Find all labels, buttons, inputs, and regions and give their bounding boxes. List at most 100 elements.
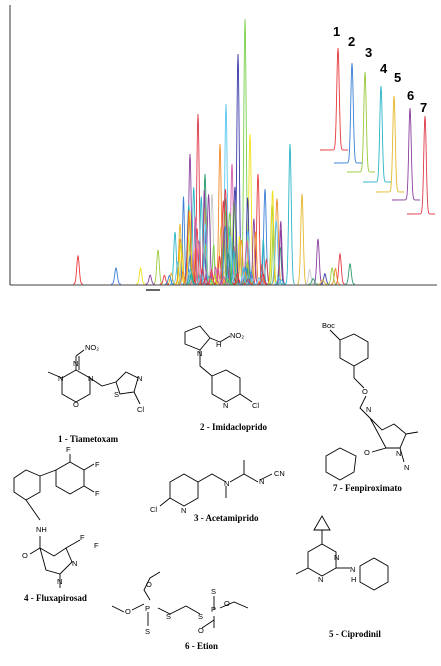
atom-s: S <box>145 627 150 636</box>
compound-label-7: 7 - Fenpiroximato <box>333 483 402 493</box>
atom-f: F <box>94 541 99 550</box>
atom-o: O <box>364 448 370 457</box>
peak <box>229 250 239 285</box>
atom-cl: Cl <box>137 405 144 414</box>
peak <box>111 266 121 285</box>
atom-f: F <box>66 445 71 454</box>
peak <box>327 266 337 285</box>
compound-label-3: 3 - Acetamiprido <box>194 513 259 523</box>
peak <box>276 279 286 285</box>
peak <box>164 274 174 285</box>
peak <box>238 266 248 285</box>
atom-s: S <box>198 612 203 621</box>
peak <box>318 279 328 285</box>
atom-n: N <box>334 553 339 562</box>
atom-p: P <box>211 605 216 614</box>
peak <box>185 268 195 285</box>
stack-peak-6 <box>391 107 421 201</box>
atom-s: S <box>211 587 216 596</box>
peak <box>296 193 308 285</box>
chromatogram-peaks <box>73 18 355 285</box>
peak <box>153 249 163 285</box>
structure-ciprodinil: N N N H 5 - Ciprodinil <box>295 515 389 639</box>
peak <box>254 277 264 285</box>
peak <box>331 267 340 285</box>
atom-nh: H <box>216 340 221 349</box>
peak-label-2: 2 <box>348 34 355 49</box>
peak <box>73 254 83 285</box>
stack-peak-7 <box>406 115 436 215</box>
atom-p: P <box>145 604 150 613</box>
atom-cn: CN <box>274 469 285 478</box>
atom-n: N <box>224 479 229 488</box>
compound-label-4: 4 - Fluxapirosad <box>24 593 87 603</box>
peak-label-1: 1 <box>333 24 340 39</box>
atom-h: H <box>351 575 356 584</box>
atom-n: N <box>404 463 409 472</box>
structure-acetamiprido: Cl N N N CN 3 - Acetamiprido <box>150 460 285 523</box>
peak <box>207 268 216 285</box>
atom-n: N <box>73 359 78 368</box>
atom-nh: NH <box>36 525 47 534</box>
peak <box>284 143 296 285</box>
structure-panel: NO₂ N N N O S N Cl 1 - Tiametoxam N H NO… <box>13 321 419 651</box>
chromatogram: 1 2 3 4 5 6 7 <box>9 5 437 291</box>
peak <box>175 242 186 285</box>
structure-fenpiroximato: Boc O N O N N 7 - Fenpiroximato <box>322 321 419 493</box>
atom-o: O <box>125 607 131 616</box>
atom-o: O <box>146 580 152 589</box>
stack-peak-1 <box>319 47 349 151</box>
peak <box>267 190 278 285</box>
peak <box>345 262 355 285</box>
chromatogram-axes <box>9 5 437 291</box>
peak <box>184 271 193 285</box>
atom-n: N <box>181 506 186 515</box>
atom-n: N <box>58 374 63 383</box>
peak-label-7: 7 <box>420 100 427 115</box>
atom-n: N <box>72 559 77 568</box>
peak <box>242 260 253 285</box>
structure-fluxapirosad: F F F NH O F F N N 4 - Fluxapirosad <box>13 445 100 603</box>
peak <box>223 278 233 285</box>
atom-n: N <box>396 449 401 458</box>
atom-s: S <box>114 390 119 399</box>
peak <box>241 265 251 285</box>
peak <box>136 267 146 285</box>
stack-peak-5 <box>375 95 405 193</box>
peak <box>209 275 219 285</box>
atom-s: S <box>166 612 171 621</box>
peak-label-3: 3 <box>365 45 372 60</box>
atom-cl: Cl <box>252 401 259 410</box>
atom-o: O <box>22 551 28 560</box>
peak-label-4: 4 <box>380 61 388 76</box>
stack-peak-3 <box>346 71 376 173</box>
atom-n: N <box>259 477 264 486</box>
atom-n: N <box>197 349 202 358</box>
atom-n: N <box>88 374 93 383</box>
peak-stack <box>319 47 436 215</box>
peak <box>251 231 260 285</box>
peak <box>249 218 259 285</box>
stack-peak-4 <box>362 85 392 183</box>
atom-no2: NO₂ <box>230 331 244 340</box>
structure-tiametoxam: NO₂ N N N O S N Cl 1 - Tiametoxam <box>47 343 144 444</box>
atom-o: O <box>198 626 204 635</box>
atom-f: F <box>95 460 100 469</box>
peak <box>313 238 323 285</box>
peak <box>305 268 315 285</box>
peak-label-6: 6 <box>407 88 414 103</box>
compound-label-2: 2 - Imidacloprido <box>200 422 268 432</box>
peak <box>145 274 155 285</box>
compound-label-6: 6 - Etion <box>185 641 218 651</box>
structure-etion: O O P S S S P S O O 6 - Etion <box>111 571 249 651</box>
atom-f: F <box>95 489 100 498</box>
atom-n: N <box>223 401 228 410</box>
atom-o: O <box>73 400 79 409</box>
peak <box>308 277 318 285</box>
atom-n: N <box>366 405 371 414</box>
peak <box>159 274 169 285</box>
peak <box>219 276 229 285</box>
peak <box>276 221 286 285</box>
atom-o: O <box>362 387 368 396</box>
peak <box>198 267 207 285</box>
